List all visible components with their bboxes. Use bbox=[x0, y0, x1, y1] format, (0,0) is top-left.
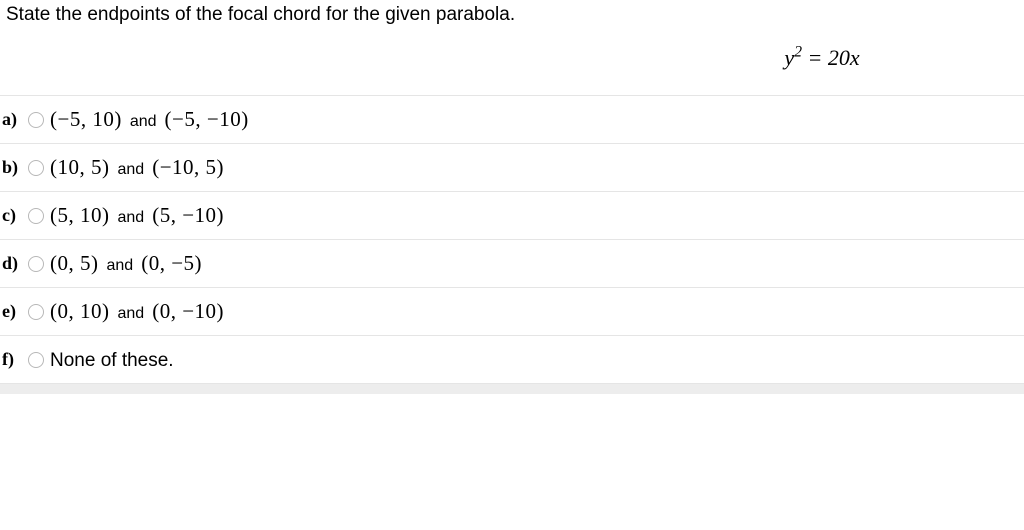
option-row[interactable]: e) (0, 10) and (0, −10) bbox=[0, 287, 1024, 335]
option-label: a) bbox=[2, 109, 22, 130]
coord-pair-2: (5, −10) bbox=[152, 203, 224, 227]
coord-pair-2: (−10, 5) bbox=[152, 155, 224, 179]
radio-button[interactable] bbox=[28, 112, 44, 128]
option-plain-text: None of these. bbox=[50, 350, 174, 371]
joiner-and: and bbox=[107, 257, 134, 274]
radio-button[interactable] bbox=[28, 256, 44, 272]
radio-button[interactable] bbox=[28, 208, 44, 224]
coord-pair-1: (5, 10) bbox=[50, 203, 110, 227]
question-equation: y2 = 20x bbox=[620, 44, 1024, 95]
horizontal-scrollbar-track[interactable] bbox=[0, 384, 1024, 394]
option-row[interactable]: a) (−5, 10) and (−5, −10) bbox=[0, 95, 1024, 143]
option-label: b) bbox=[2, 157, 22, 178]
option-row[interactable]: c) (5, 10) and (5, −10) bbox=[0, 191, 1024, 239]
joiner-and: and bbox=[118, 161, 145, 178]
option-label: d) bbox=[2, 253, 22, 274]
question-stem: State the endpoints of the focal chord f… bbox=[0, 0, 1024, 44]
joiner-and: and bbox=[130, 113, 157, 130]
coord-pair-2: (0, −10) bbox=[152, 299, 224, 323]
option-row[interactable]: d) (0, 5) and (0, −5) bbox=[0, 239, 1024, 287]
coord-pair-2: (0, −5) bbox=[141, 251, 202, 275]
option-row[interactable]: b) (10, 5) and (−10, 5) bbox=[0, 143, 1024, 191]
option-label: c) bbox=[2, 205, 22, 226]
coord-pair-2: (−5, −10) bbox=[165, 107, 249, 131]
coord-pair-1: (10, 5) bbox=[50, 155, 110, 179]
option-row[interactable]: f) None of these. bbox=[0, 335, 1024, 384]
equation-text: y2 = 20x bbox=[784, 45, 859, 70]
option-text: (5, 10) and (5, −10) bbox=[50, 203, 224, 228]
options-list: a) (−5, 10) and (−5, −10) b) (10, 5) and (−10, … bbox=[0, 95, 1024, 384]
option-label: e) bbox=[2, 301, 22, 322]
radio-button[interactable] bbox=[28, 304, 44, 320]
coord-pair-1: (−5, 10) bbox=[50, 107, 122, 131]
option-text: (10, 5) and (−10, 5) bbox=[50, 155, 224, 180]
option-text: (0, 5) and (0, −5) bbox=[50, 251, 202, 276]
coord-pair-1: (0, 5) bbox=[50, 251, 99, 275]
option-text: None of these. bbox=[50, 347, 174, 372]
option-label: f) bbox=[2, 349, 22, 370]
option-text: (0, 10) and (0, −10) bbox=[50, 299, 224, 324]
option-text: (−5, 10) and (−5, −10) bbox=[50, 107, 249, 132]
radio-button[interactable] bbox=[28, 160, 44, 176]
coord-pair-1: (0, 10) bbox=[50, 299, 110, 323]
joiner-and: and bbox=[118, 209, 145, 226]
joiner-and: and bbox=[118, 305, 145, 322]
radio-button[interactable] bbox=[28, 352, 44, 368]
